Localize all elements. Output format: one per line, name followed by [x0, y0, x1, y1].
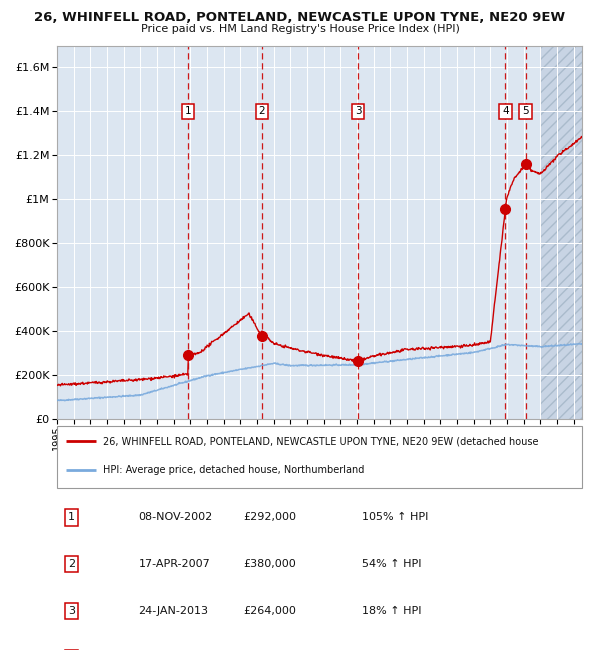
Text: 2: 2 — [68, 559, 75, 569]
Text: 08-NOV-2002: 08-NOV-2002 — [139, 512, 212, 523]
Text: 5: 5 — [523, 107, 529, 116]
Text: 3: 3 — [355, 107, 361, 116]
Text: 3: 3 — [68, 606, 75, 616]
Text: 105% ↑ HPI: 105% ↑ HPI — [361, 512, 428, 523]
Text: 54% ↑ HPI: 54% ↑ HPI — [361, 559, 421, 569]
Text: 26, WHINFELL ROAD, PONTELAND, NEWCASTLE UPON TYNE, NE20 9EW (detached house: 26, WHINFELL ROAD, PONTELAND, NEWCASTLE … — [103, 436, 539, 446]
Text: 24-JAN-2013: 24-JAN-2013 — [139, 606, 208, 616]
Text: 2: 2 — [259, 107, 265, 116]
FancyBboxPatch shape — [57, 426, 582, 488]
Text: 4: 4 — [502, 107, 509, 116]
Text: 26, WHINFELL ROAD, PONTELAND, NEWCASTLE UPON TYNE, NE20 9EW: 26, WHINFELL ROAD, PONTELAND, NEWCASTLE … — [34, 11, 566, 24]
Text: £380,000: £380,000 — [244, 559, 296, 569]
Text: 1: 1 — [68, 512, 75, 523]
Text: 18% ↑ HPI: 18% ↑ HPI — [361, 606, 421, 616]
Text: HPI: Average price, detached house, Northumberland: HPI: Average price, detached house, Nort… — [103, 465, 365, 475]
Text: £292,000: £292,000 — [244, 512, 296, 523]
Text: Price paid vs. HM Land Registry's House Price Index (HPI): Price paid vs. HM Land Registry's House … — [140, 24, 460, 34]
Text: £264,000: £264,000 — [244, 606, 296, 616]
Text: 1: 1 — [185, 107, 191, 116]
Bar — [541, 46, 582, 419]
Text: 17-APR-2007: 17-APR-2007 — [139, 559, 210, 569]
